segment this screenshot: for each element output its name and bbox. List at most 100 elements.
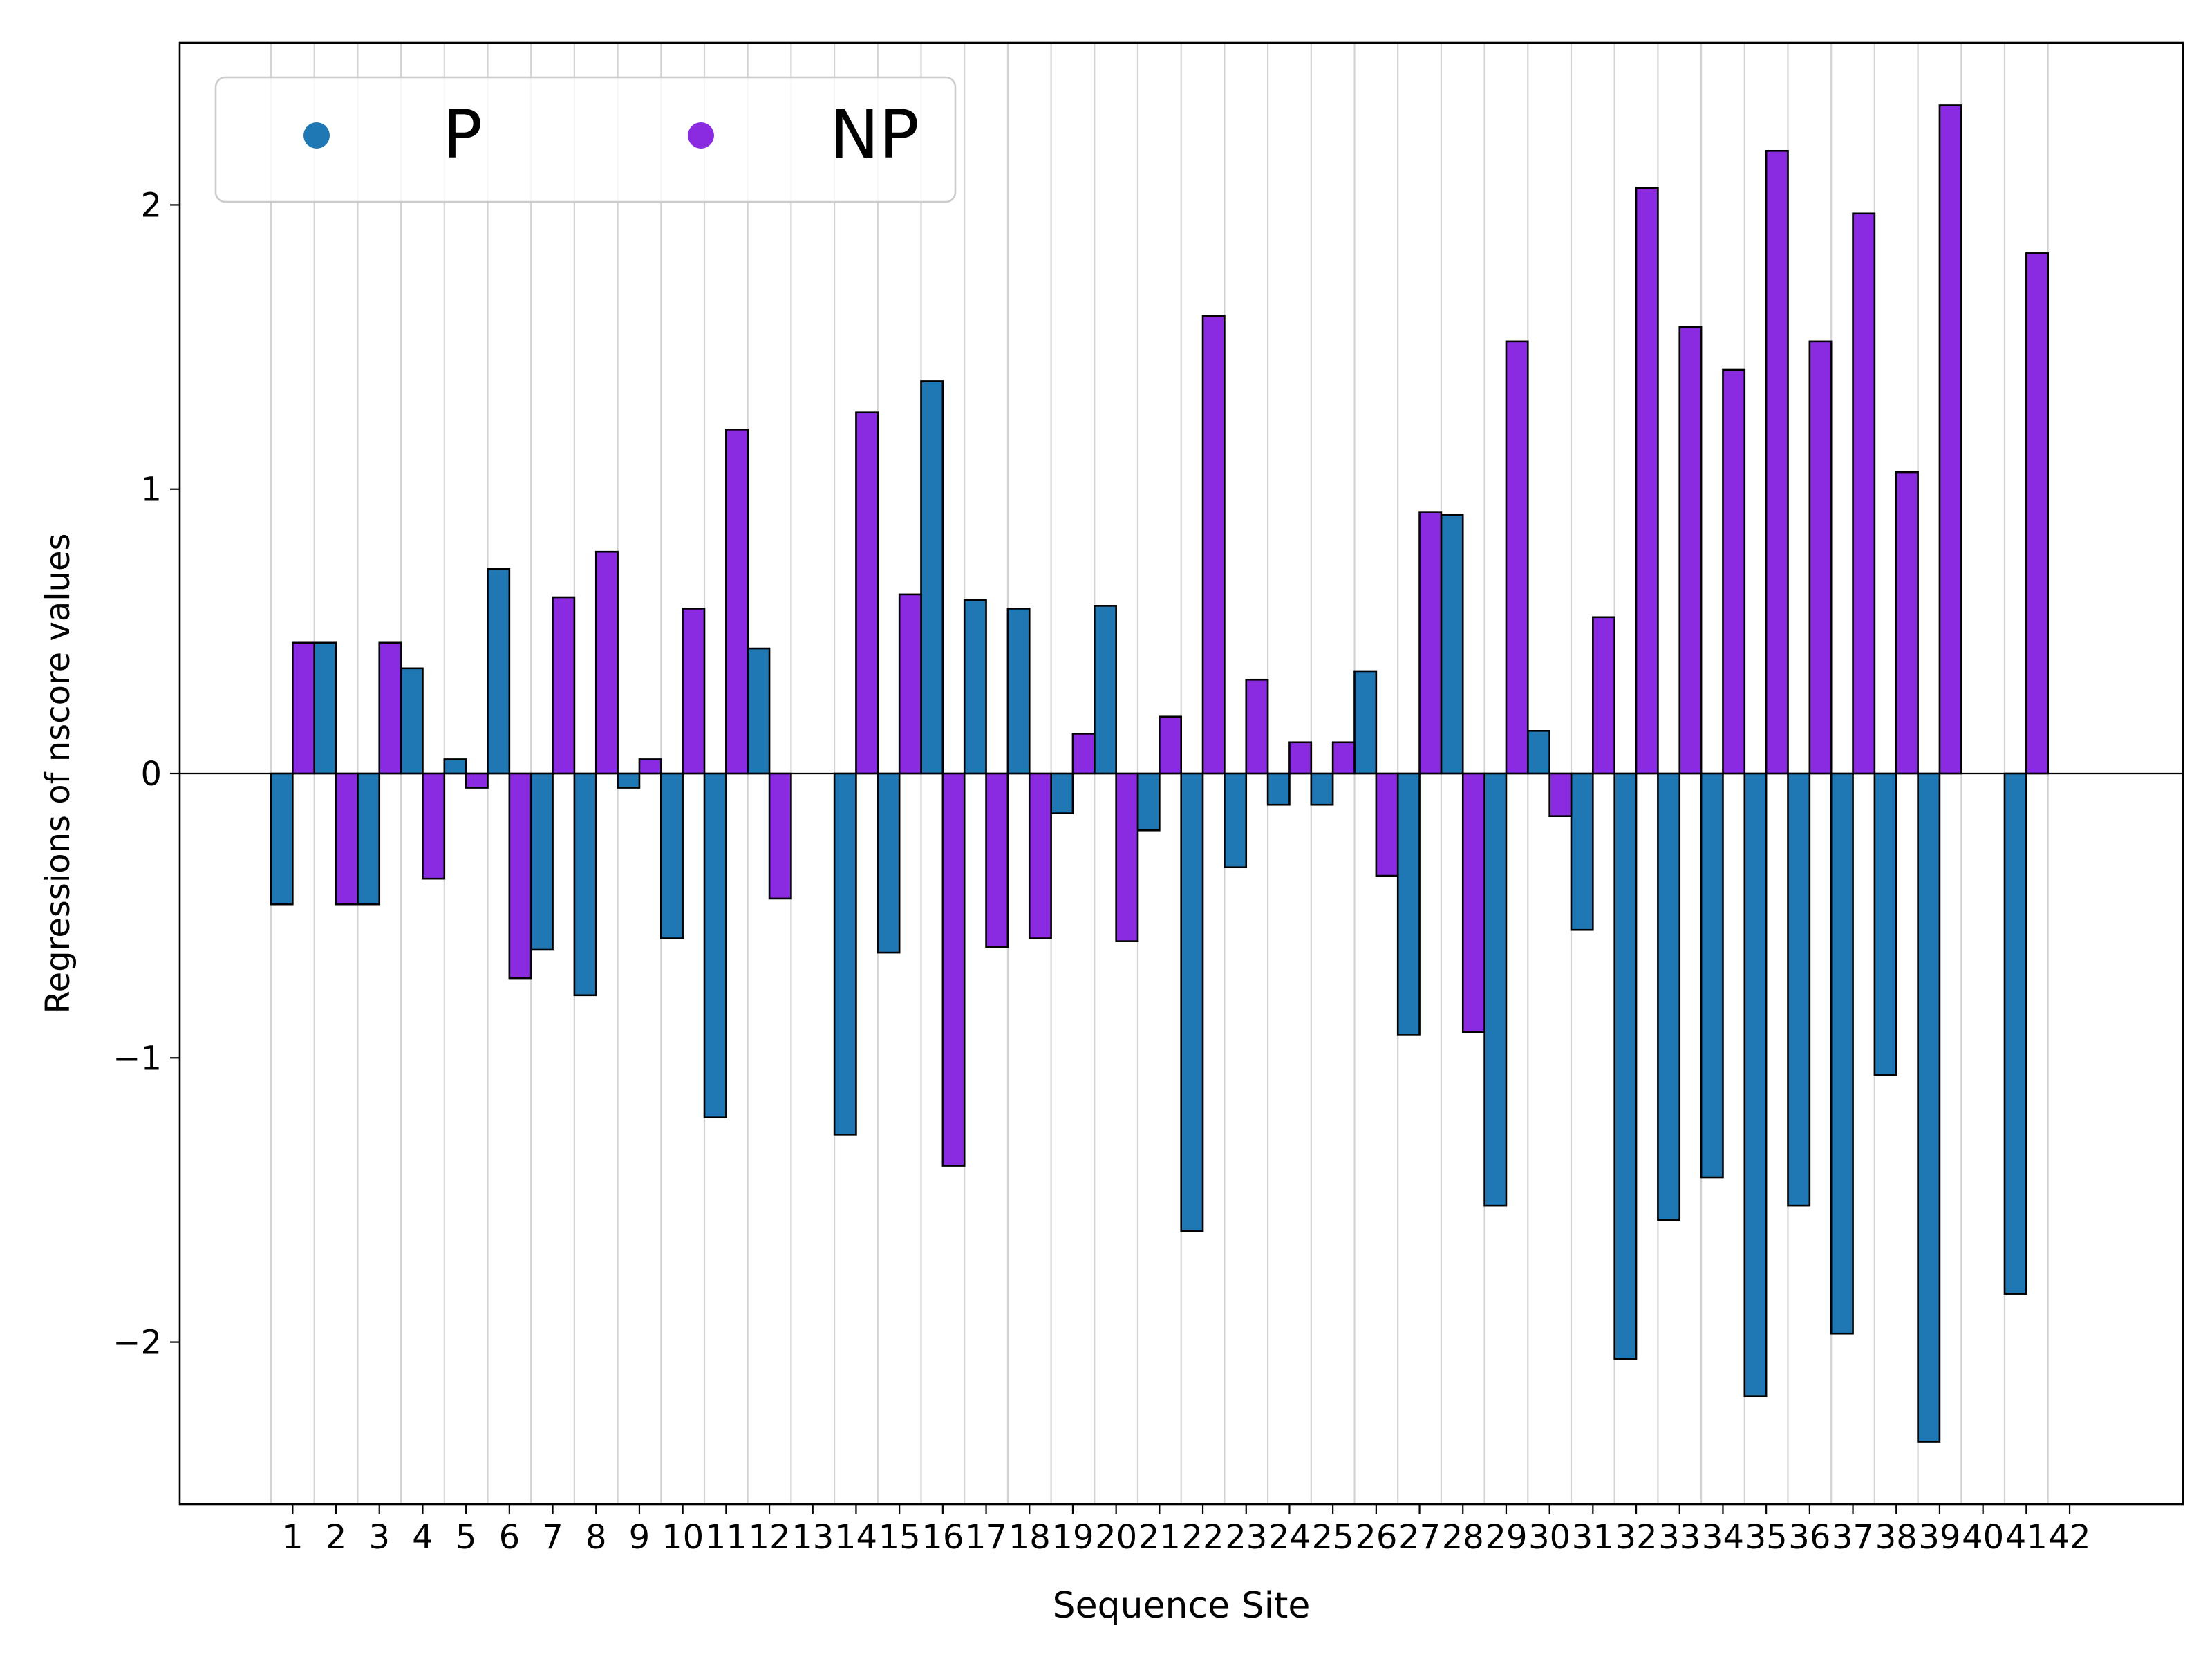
x-tick-label: 7 [542, 1518, 563, 1557]
bar-np [1159, 717, 1181, 774]
x-tick-label: 10 [662, 1518, 704, 1557]
bar-p [618, 774, 639, 788]
bar-np [1636, 188, 1658, 774]
bar-np [639, 759, 661, 774]
bar-np [422, 774, 444, 879]
bar-p [1094, 606, 1116, 774]
bar-np [379, 643, 401, 774]
bar-p [921, 381, 943, 774]
x-tick-label: 19 [1051, 1518, 1094, 1557]
x-tick-label: 13 [791, 1518, 834, 1557]
x-tick-label: 41 [2005, 1518, 2047, 1557]
bar-p [1918, 774, 1940, 1442]
x-tick-label: 24 [1268, 1518, 1311, 1557]
x-tick-label: 16 [921, 1518, 964, 1557]
bar-np [1680, 327, 1701, 774]
x-tick-label: 23 [1225, 1518, 1267, 1557]
x-tick-label: 26 [1355, 1518, 1397, 1557]
bar-np [1246, 679, 1268, 774]
bar-p [444, 759, 466, 774]
bar-np [1203, 316, 1224, 774]
bar-p [271, 774, 292, 904]
bar-p [1571, 774, 1593, 930]
y-tick-label: 1 [140, 471, 162, 509]
x-tick-label: 32 [1615, 1518, 1658, 1557]
bar-np [466, 774, 487, 788]
bar-np [1376, 774, 1398, 876]
y-axis: 2 1 0 −1 −2 [113, 186, 180, 1362]
bar-p [1181, 774, 1203, 1231]
bar-np [856, 413, 877, 774]
bar-p [748, 648, 769, 774]
x-axis: 1 2 3 4 5 6 7 8 9 10 11 12 13 14 15 16 17 18 19 20 21 22 23 24 2… [282, 1504, 2091, 1557]
bar-np [1940, 105, 1961, 774]
x-tick-label: 29 [1485, 1518, 1527, 1557]
x-tick-label: 12 [749, 1518, 791, 1557]
x-tick-label: 5 [456, 1518, 477, 1557]
bar-np [1420, 512, 1441, 774]
bar-p [531, 774, 552, 950]
bar-p [1051, 774, 1073, 814]
y-tick-label: 0 [140, 755, 162, 794]
bar-np [1506, 341, 1528, 774]
bar-np [1029, 774, 1051, 939]
bar-np [1766, 151, 1788, 774]
x-tick-label: 14 [835, 1518, 877, 1557]
bar-p [2005, 774, 2026, 1294]
bar-p [1528, 731, 1549, 774]
bar-p [1138, 774, 1159, 830]
x-tick-label: 4 [412, 1518, 433, 1557]
bar-p [661, 774, 682, 939]
bar-p [1615, 774, 1636, 1359]
x-tick-label: 42 [2049, 1518, 2091, 1557]
legend-marker-np [688, 122, 714, 149]
bar-np [1550, 774, 1571, 816]
bar-p [878, 774, 899, 953]
x-tick-label: 27 [1398, 1518, 1441, 1557]
x-tick-label: 39 [1918, 1518, 1960, 1557]
bar-p [1701, 774, 1723, 1177]
bar-p [1268, 774, 1289, 805]
y-tick-label: −1 [113, 1039, 162, 1078]
bar-np [553, 597, 574, 774]
x-tick-label: 17 [965, 1518, 1007, 1557]
bar-p [1441, 515, 1463, 774]
bar-p [1398, 774, 1419, 1035]
bar-np [1810, 341, 1831, 774]
bar-np [1853, 214, 1875, 774]
x-tick-label: 35 [1745, 1518, 1788, 1557]
x-tick-label: 31 [1572, 1518, 1614, 1557]
bar-np [683, 608, 704, 774]
bar-np [1593, 617, 1614, 774]
bar-p [488, 569, 509, 774]
bar-p [401, 668, 422, 774]
bar-np [1333, 742, 1354, 774]
x-tick-label: 18 [1009, 1518, 1051, 1557]
x-tick-label: 21 [1138, 1518, 1181, 1557]
legend: P NP [216, 77, 955, 202]
y-tick-label: −2 [113, 1324, 162, 1362]
x-tick-label: 33 [1658, 1518, 1700, 1557]
bar-np [336, 774, 357, 904]
bar-np [1463, 774, 1484, 1032]
bar-np [986, 774, 1008, 947]
bar-p [1311, 774, 1333, 805]
x-tick-label: 34 [1702, 1518, 1744, 1557]
bar-p [704, 774, 726, 1118]
bar-np [899, 594, 921, 774]
bar-p [1485, 774, 1506, 1206]
x-tick-label: 37 [1832, 1518, 1874, 1557]
x-tick-label: 8 [585, 1518, 607, 1557]
x-tick-label: 40 [1962, 1518, 2004, 1557]
y-axis-label: Regressions of nscore values [39, 533, 77, 1013]
bar-p [1355, 671, 1376, 774]
bar-np [596, 552, 617, 774]
x-tick-label: 20 [1095, 1518, 1137, 1557]
bar-p [964, 600, 986, 774]
bar-np [292, 643, 314, 774]
bar-p [574, 774, 596, 995]
x-tick-label: 25 [1312, 1518, 1354, 1557]
bar-p [1008, 608, 1029, 774]
x-axis-label: Sequence Site [1053, 1585, 1311, 1627]
